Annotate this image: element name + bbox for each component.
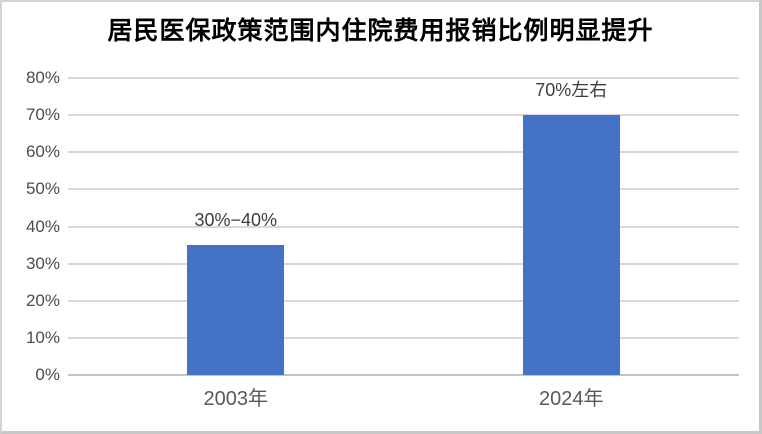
y-gridline (68, 151, 739, 154)
y-gridline (68, 77, 739, 79)
y-gridline (68, 262, 739, 265)
bar-2024年 (522, 115, 620, 375)
x-category-label: 2024年 (539, 388, 604, 410)
y-tick-label: 80% (25, 68, 60, 87)
y-tick-label: 50% (25, 179, 60, 199)
bar-2003年 (187, 245, 285, 375)
y-gridline (68, 225, 739, 228)
y-tick-label: 70% (25, 105, 60, 125)
x-axis-line (68, 374, 739, 376)
y-tick-label: 10% (25, 327, 60, 347)
chart-title: 居民医保政策范围内住院费用报销比例明显提升 (107, 17, 654, 45)
data-label: 70%左右 (535, 80, 608, 101)
y-gridline (68, 336, 739, 339)
y-gridline (68, 188, 739, 191)
plot-area: 0% 10% 20% 30% 40% 50% 60% 70% 80% 30%−40% 2003年 70… (26, 69, 739, 409)
y-gridline (68, 299, 739, 302)
data-label: 30%−40% (194, 210, 278, 231)
x-category-label: 2003年 (203, 388, 269, 410)
y-tick-label: 20% (25, 290, 60, 310)
y-tick-label: 0% (35, 365, 60, 384)
y-tick-label: 30% (25, 253, 60, 273)
y-gridline (68, 114, 739, 117)
y-tick-label: 60% (25, 142, 60, 162)
y-tick-label: 40% (25, 216, 60, 236)
